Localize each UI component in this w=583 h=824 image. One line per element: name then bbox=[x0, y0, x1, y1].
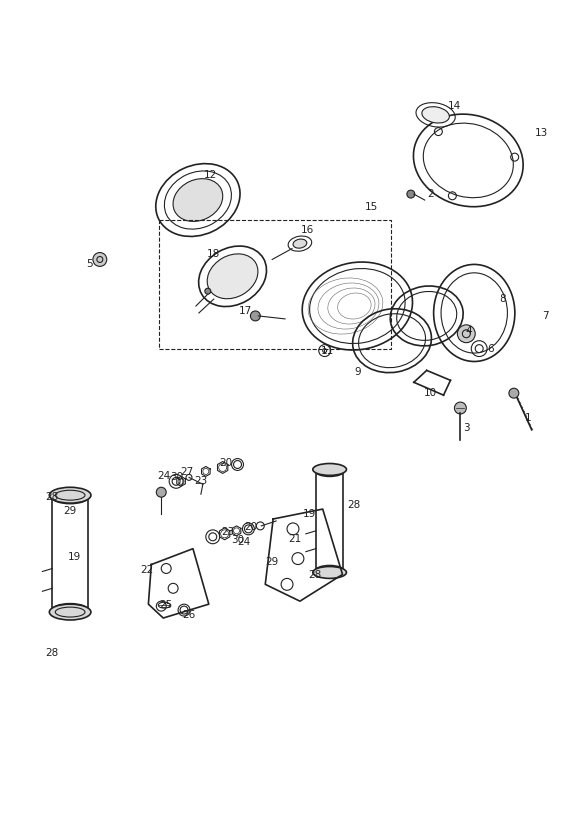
Text: 28: 28 bbox=[45, 492, 59, 502]
Ellipse shape bbox=[52, 491, 88, 503]
Ellipse shape bbox=[316, 466, 343, 476]
Text: 23: 23 bbox=[194, 476, 208, 486]
Text: 28: 28 bbox=[347, 500, 360, 510]
Circle shape bbox=[509, 388, 519, 398]
Text: 25: 25 bbox=[160, 600, 173, 610]
Circle shape bbox=[250, 311, 260, 321]
Circle shape bbox=[93, 252, 107, 266]
Text: 30: 30 bbox=[171, 472, 184, 482]
Text: 13: 13 bbox=[535, 128, 548, 138]
Text: 20: 20 bbox=[244, 522, 257, 532]
Text: 9: 9 bbox=[354, 368, 361, 377]
Ellipse shape bbox=[293, 239, 307, 248]
Text: 20: 20 bbox=[219, 457, 232, 467]
Text: 7: 7 bbox=[542, 311, 549, 321]
Text: 5: 5 bbox=[87, 260, 93, 269]
Text: 28: 28 bbox=[308, 570, 321, 580]
Circle shape bbox=[454, 402, 466, 414]
Text: 29: 29 bbox=[266, 556, 279, 567]
Text: 26: 26 bbox=[182, 610, 196, 620]
Ellipse shape bbox=[422, 106, 449, 123]
Text: 24: 24 bbox=[237, 536, 250, 547]
Text: 27: 27 bbox=[180, 467, 194, 477]
Ellipse shape bbox=[316, 565, 343, 575]
Text: 18: 18 bbox=[207, 249, 220, 259]
Text: 21: 21 bbox=[289, 534, 301, 544]
Text: 11: 11 bbox=[321, 345, 334, 356]
Text: 29: 29 bbox=[64, 506, 77, 516]
Text: 14: 14 bbox=[448, 101, 461, 111]
Text: 19: 19 bbox=[68, 551, 80, 562]
Ellipse shape bbox=[50, 487, 91, 503]
Ellipse shape bbox=[313, 464, 346, 475]
Text: 8: 8 bbox=[500, 294, 506, 304]
Circle shape bbox=[407, 190, 415, 198]
Ellipse shape bbox=[207, 254, 258, 299]
Text: 30: 30 bbox=[231, 535, 244, 545]
Circle shape bbox=[156, 487, 166, 497]
Ellipse shape bbox=[313, 567, 346, 578]
Text: 28: 28 bbox=[45, 648, 59, 658]
Text: 17: 17 bbox=[239, 306, 252, 316]
Circle shape bbox=[458, 325, 475, 343]
Text: 15: 15 bbox=[364, 202, 378, 212]
Text: 23: 23 bbox=[221, 527, 234, 537]
Text: 22: 22 bbox=[140, 565, 153, 575]
Text: 12: 12 bbox=[204, 171, 217, 180]
Ellipse shape bbox=[173, 179, 223, 222]
Text: 10: 10 bbox=[424, 388, 437, 398]
Circle shape bbox=[205, 288, 211, 294]
Text: 4: 4 bbox=[465, 325, 472, 336]
Text: 1: 1 bbox=[525, 413, 531, 423]
Text: 19: 19 bbox=[303, 509, 317, 519]
Text: 24: 24 bbox=[157, 471, 171, 481]
Text: 3: 3 bbox=[463, 423, 470, 433]
Text: 6: 6 bbox=[487, 344, 493, 353]
Text: 16: 16 bbox=[301, 225, 314, 235]
Text: 2: 2 bbox=[427, 189, 434, 199]
Ellipse shape bbox=[50, 604, 91, 620]
Ellipse shape bbox=[52, 604, 88, 616]
